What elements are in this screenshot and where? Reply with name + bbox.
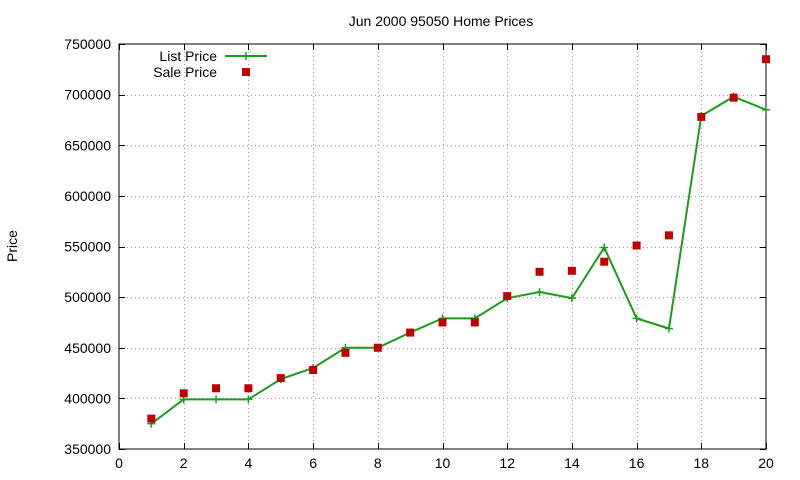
data-point [406,328,415,337]
legend-label: List Price [159,48,217,64]
x-tick-label: 12 [499,455,515,471]
legend-marker [242,52,250,60]
series-list-price [147,92,770,428]
data-point [567,266,576,275]
legend-label: Sale Price [153,64,217,80]
data-point [762,105,770,114]
data-point [244,395,253,404]
data-point [147,414,156,423]
data-point [762,55,770,64]
y-tick-label: 400000 [64,390,111,406]
x-tick-label: 14 [564,455,580,471]
legend-marker [242,68,250,76]
y-tick-label: 700000 [64,87,111,103]
data-point [729,93,738,102]
data-point [664,231,673,240]
y-tick-label: 650000 [64,137,111,153]
series-line [150,95,767,425]
data-point [438,318,447,327]
data-point [503,292,512,301]
data-point [276,374,285,383]
data-point [179,389,188,398]
x-tick-label: 20 [758,455,774,471]
data-point [567,294,576,303]
x-tick-label: 8 [374,455,382,471]
x-tick-label: 2 [180,455,188,471]
x-tick-label: 6 [309,455,317,471]
data-point [697,112,706,121]
data-point [600,257,609,266]
data-point [632,241,641,250]
y-tick-label: 600000 [64,188,111,204]
x-tick-label: 16 [629,455,645,471]
data-point [664,324,673,333]
data-point [632,314,641,323]
y-tick-label: 500000 [64,289,111,305]
data-point [309,366,318,375]
data-point [600,243,609,252]
y-axis-label: Price [4,230,20,262]
y-tick-label: 750000 [64,36,111,52]
data-point [212,395,221,404]
x-tick-label: 18 [694,455,710,471]
plot-frame [118,43,767,450]
data-point [535,288,544,297]
data-point [470,318,479,327]
x-tick-label: 10 [435,455,451,471]
data-point [341,348,350,357]
x-tick-label: 4 [245,455,253,471]
series-group [147,55,770,428]
y-tick-label: 550000 [64,239,111,255]
y-tick-label: 350000 [64,441,111,457]
chart-title: Jun 2000 95050 Home Prices [349,13,533,29]
x-tick-label: 0 [115,455,123,471]
series-sale-price [147,55,770,423]
data-point [212,384,221,393]
data-point [244,384,253,393]
y-tick-label: 450000 [64,340,111,356]
data-point [535,267,544,276]
data-point [373,343,382,352]
axis-ticks: 0 2 4 6 8 10 12 14 16 18 20 350000 400000 450000 50000… [64,36,774,471]
